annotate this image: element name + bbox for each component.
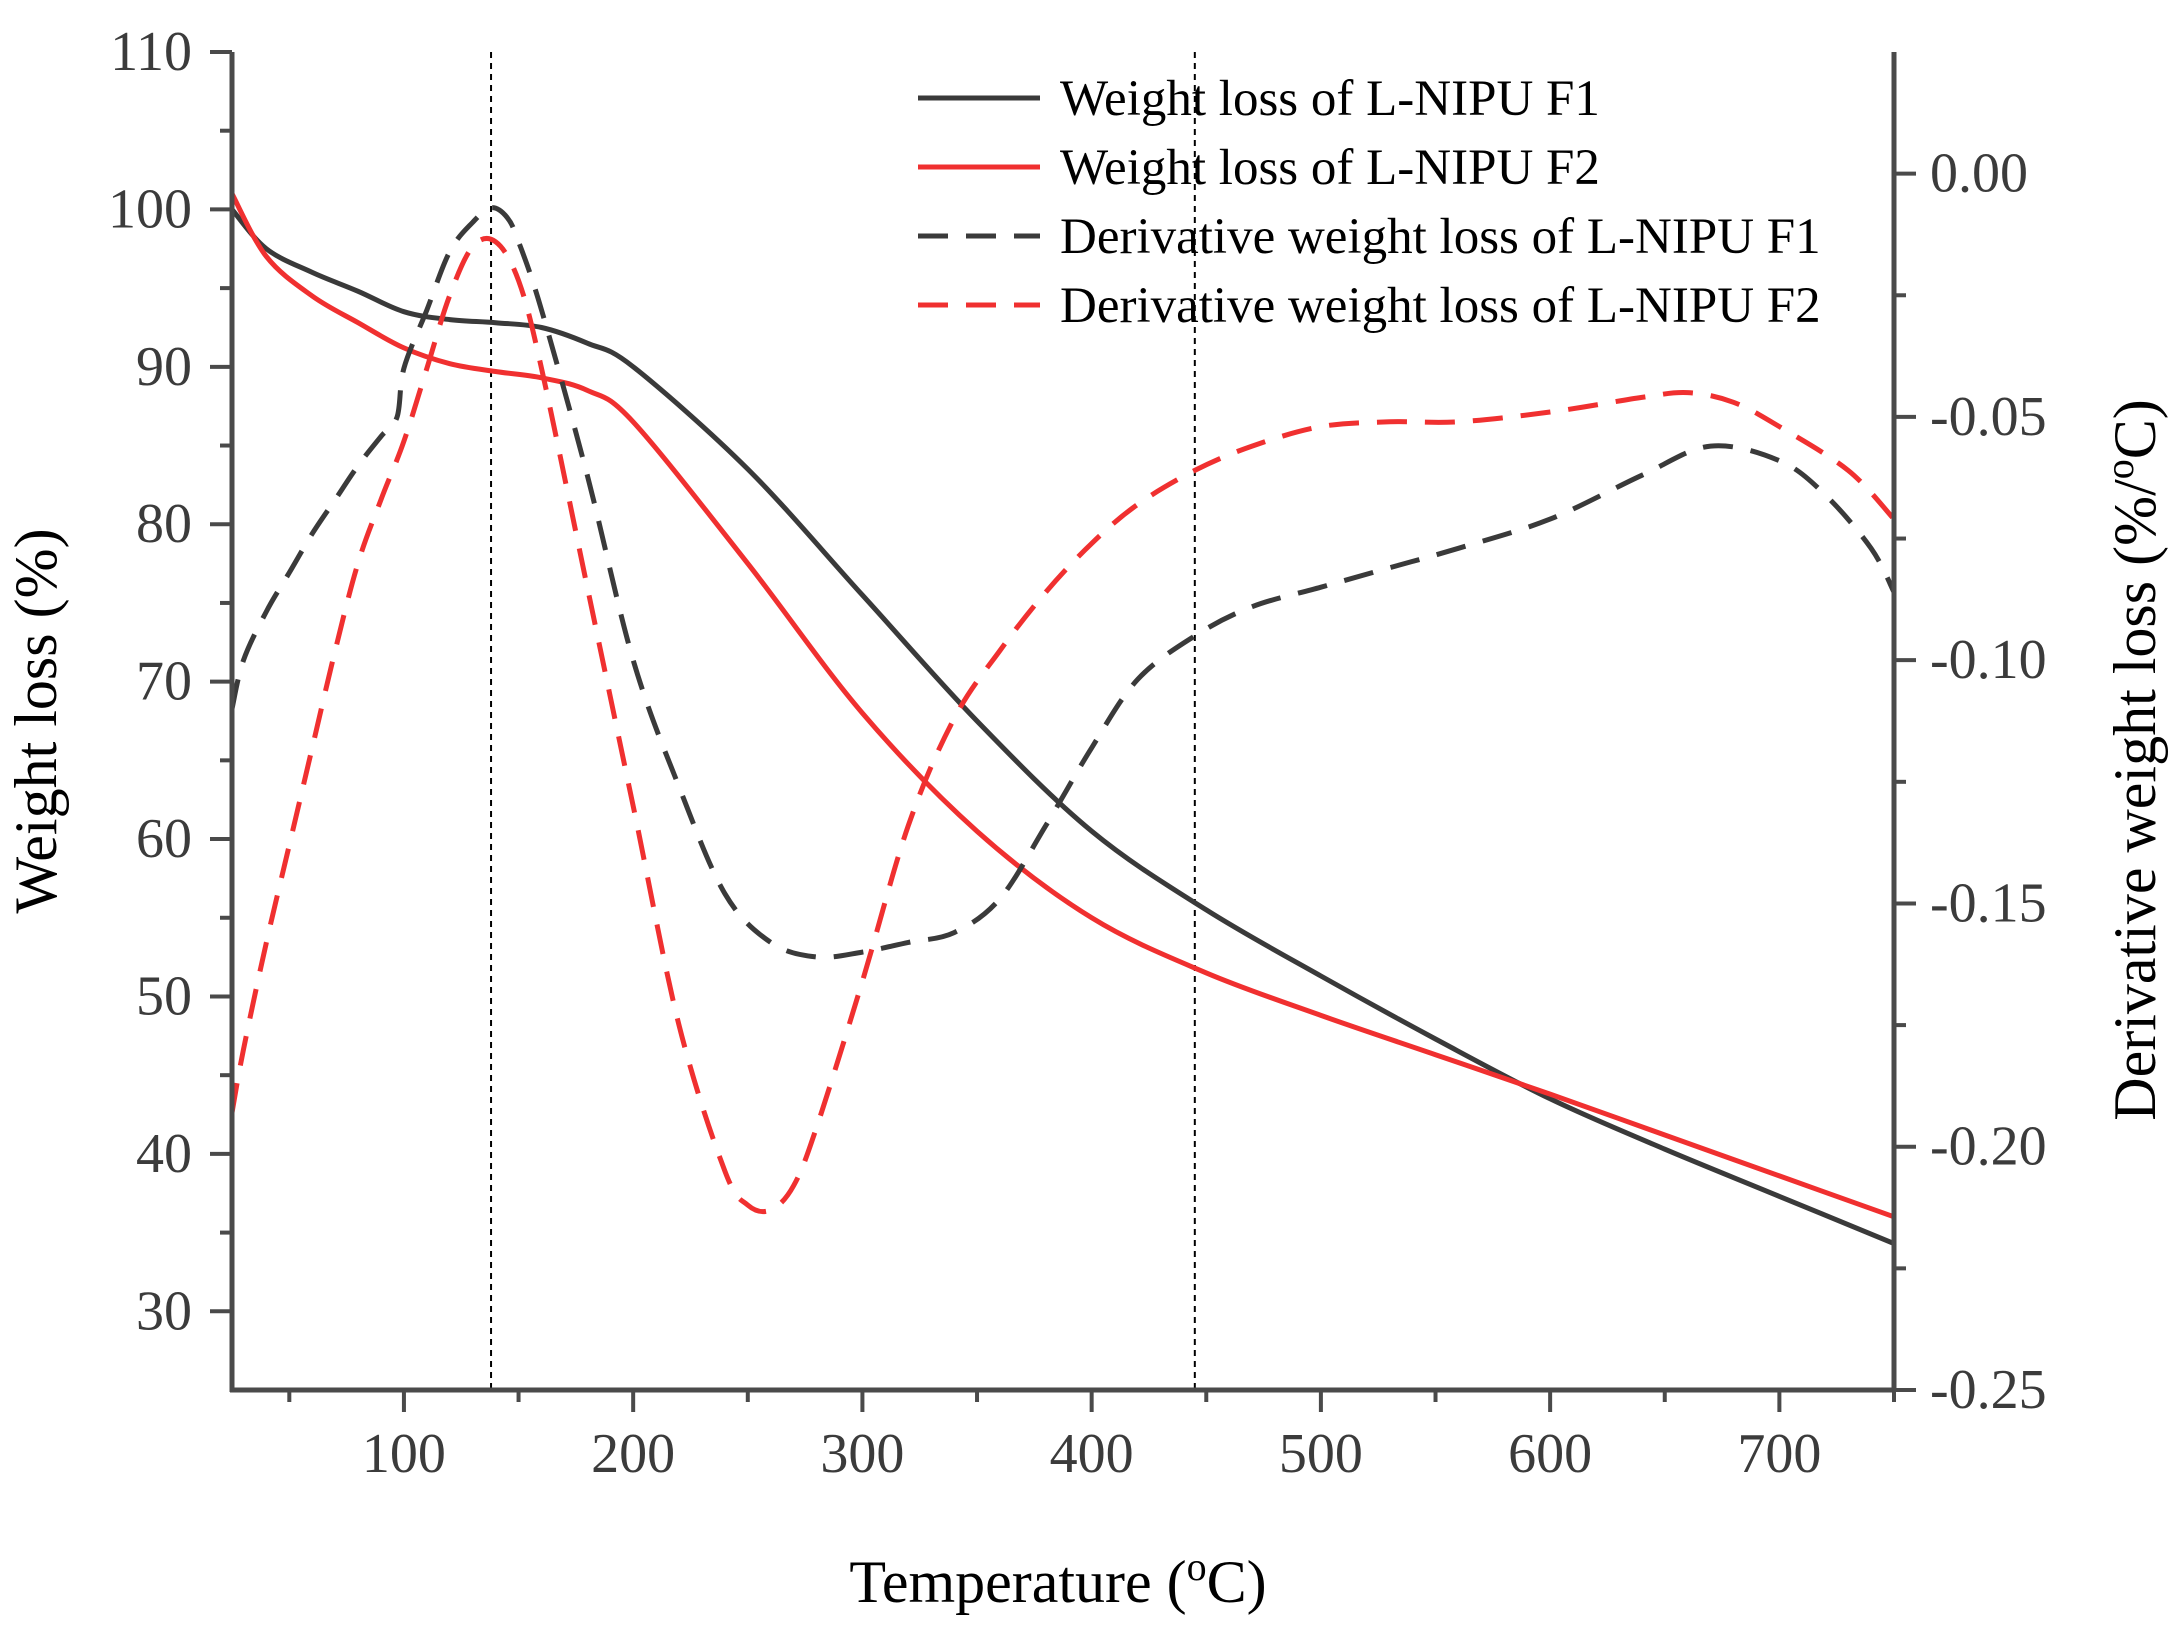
x-tick-label: 600 [1508, 1423, 1592, 1485]
y-right-tick-label: -0.10 [1930, 629, 2047, 691]
reference-lines [490, 52, 1196, 1390]
y-left-tick-label: 100 [108, 178, 192, 240]
y-left-axis-title: Weight loss (%) [3, 528, 69, 913]
x-tick-label: 400 [1050, 1423, 1134, 1485]
y-left-tick-label: 30 [136, 1280, 192, 1342]
legend-label-4: Derivative weight loss of L-NIPU F2 [1060, 278, 1821, 334]
legend-label-2: Weight loss of L-NIPU F2 [1060, 140, 1600, 196]
legend-label-1: Weight loss of L-NIPU F1 [1060, 71, 1600, 127]
series-layer [229, 192, 1897, 1246]
x-tick-label: 300 [820, 1423, 904, 1485]
y-right-tick-label: -0.25 [1930, 1359, 2047, 1421]
y-left-tick-label: 90 [136, 336, 192, 398]
y-right-tick-label: 0.00 [1930, 143, 2028, 205]
ticks-layer: 100 200 300 400 500 600 700 30 40 50 60 70 80 90 100 11… [108, 21, 2047, 1485]
series-line-1 [230, 207, 1895, 1246]
legend-label-3: Derivative weight loss of L-NIPU F1 [1060, 209, 1821, 265]
x-tick-label: 200 [591, 1423, 675, 1485]
legend: Weight loss of L-NIPU F1 Weight loss of L… [918, 71, 1821, 334]
y-right-tick-label: -0.20 [1930, 1116, 2047, 1178]
y-right-tick-label: -0.05 [1930, 386, 2047, 448]
y-right-axis-title: Derivative weight loss (%/oC) [2097, 399, 2168, 1121]
x-tick-label: 100 [362, 1423, 446, 1485]
x-axis-title: Temperature (oC) [849, 1544, 1266, 1615]
series-line-2 [229, 192, 1895, 1220]
y-left-tick-label: 80 [136, 493, 192, 555]
axes-layer [229, 52, 1897, 1393]
y-right-tick-label: -0.15 [1930, 872, 2047, 934]
y-left-tick-label: 60 [136, 808, 192, 870]
y-left-tick-label: 50 [136, 965, 192, 1027]
y-left-tick-label: 70 [136, 651, 192, 713]
y-left-tick-label: 110 [110, 21, 192, 83]
series-line-4 [229, 235, 1896, 1215]
x-tick-label: 500 [1279, 1423, 1363, 1485]
x-tick-label: 700 [1737, 1423, 1821, 1485]
y-left-tick-label: 40 [136, 1123, 192, 1185]
